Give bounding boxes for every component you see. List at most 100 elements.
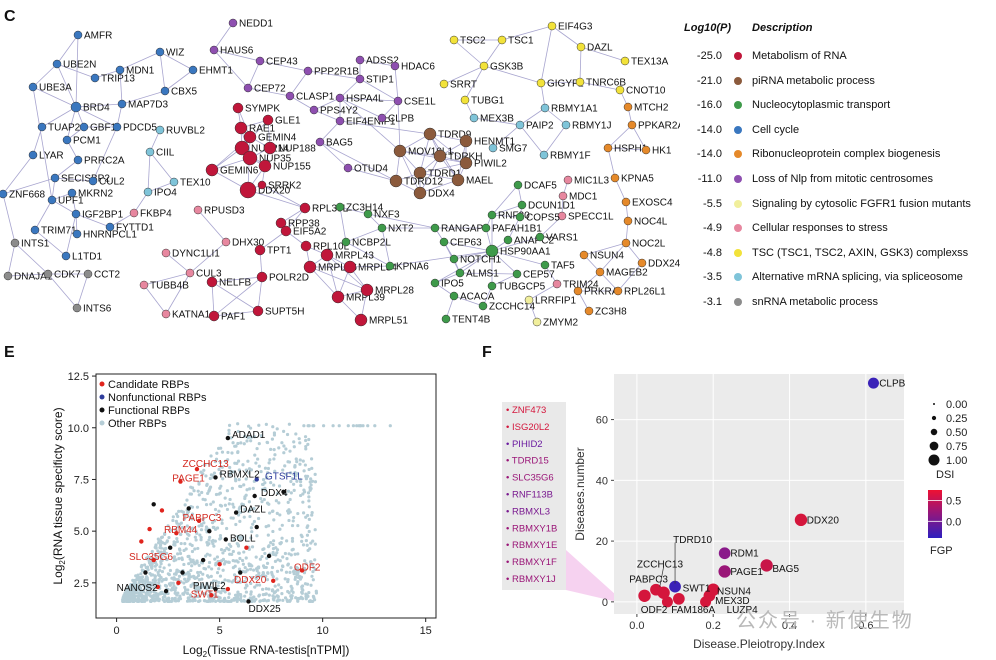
network-node: IPO4 [143, 188, 177, 199]
network-edge [381, 227, 391, 267]
panel-e-legend-dot [99, 407, 105, 413]
network-node: CLASP1 [285, 92, 335, 103]
side-list-item: • ZNF473 [506, 405, 546, 416]
network-node-dot [557, 211, 567, 221]
network-node: NXT2 [377, 224, 414, 235]
network-node-label: GEMIN4 [258, 133, 297, 144]
other-rbp-point [304, 562, 308, 566]
network-node: CNOT10 [615, 86, 666, 97]
network-edge [54, 177, 94, 182]
other-rbp-point [165, 540, 169, 544]
other-rbp-point [172, 576, 176, 580]
network-node-label: FYTTD1 [116, 223, 154, 234]
y-tick-label: 20 [596, 536, 608, 548]
other-rbp-point [295, 460, 299, 464]
panel-f-xlabel: Disease.Pleiotropy.Index [693, 637, 825, 651]
network-node-label: HSPA4L [346, 94, 384, 105]
other-rbp-point [311, 578, 315, 582]
network-node-label: PRKRA [584, 287, 619, 298]
other-rbp-point [131, 595, 136, 599]
other-rbp-point [298, 462, 302, 466]
other-rbp-point [291, 519, 295, 523]
network-edge [313, 109, 341, 122]
network-node: NUP188 [263, 141, 316, 155]
other-rbp-point [234, 444, 238, 448]
network-edge [119, 69, 123, 105]
network-node-label: HDAC6 [401, 62, 435, 73]
other-rbp-point [262, 497, 266, 502]
network-edge [453, 39, 485, 67]
other-rbp-point [294, 474, 298, 478]
other-rbp-point [249, 526, 253, 530]
other-rbp-point [311, 539, 315, 543]
other-rbp-point [373, 424, 377, 428]
other-rbp-point [131, 583, 135, 587]
network-edge [211, 281, 259, 312]
other-rbp-point [177, 509, 181, 513]
network-edge [419, 172, 459, 181]
network-node: INTS6 [72, 304, 112, 315]
other-rbp-point [198, 533, 202, 537]
other-rbp-point [219, 446, 223, 450]
network-node-dot [485, 244, 499, 258]
network-edge [339, 97, 399, 102]
other-rbp-point [219, 591, 223, 595]
other-rbp-point [301, 459, 305, 463]
other-rbp-point [285, 432, 290, 437]
other-rbp-point [289, 479, 293, 484]
other-rbp-point [257, 423, 261, 427]
network-node-label: KPNA5 [621, 174, 654, 185]
other-rbp-point [358, 424, 362, 428]
other-rbp-point [209, 585, 213, 590]
other-rbp-point [216, 595, 220, 599]
network-node: TSC2 [449, 36, 486, 47]
disease-point-label: BAG5 [772, 564, 799, 575]
network-node-dot [67, 188, 77, 198]
network-edge [625, 242, 643, 264]
other-rbp-point [237, 478, 241, 482]
other-rbp-point [169, 528, 173, 532]
network-node-label: IPO5 [441, 279, 464, 290]
network-node-dot [536, 78, 546, 88]
network-node-label: BRD4 [83, 103, 110, 114]
fgp-tick-label: 0.0 [946, 516, 961, 528]
other-rbp-point [201, 472, 205, 476]
other-rbp-point [142, 590, 146, 594]
legend-color-dot [734, 52, 742, 60]
other-rbp-point [236, 459, 241, 463]
other-rbp-point [280, 441, 284, 445]
other-rbp-point [217, 467, 221, 472]
other-rbp-point [214, 563, 218, 567]
x-tick-label: 10 [317, 625, 329, 637]
network-node: PRKRA [573, 287, 619, 298]
network-edge [617, 262, 643, 292]
other-rbp-point [266, 598, 270, 603]
other-rbp-point [245, 439, 249, 443]
network-node-dot [206, 276, 218, 288]
other-rbp-point [180, 525, 184, 530]
other-rbp-point [152, 598, 156, 602]
network-node-dot [257, 180, 267, 190]
other-rbp-point [152, 593, 156, 597]
network-edge [339, 120, 431, 135]
other-rbp-point [158, 539, 163, 543]
other-rbp-point [250, 575, 254, 580]
other-rbp-point [143, 579, 147, 584]
network-node: CEP57 [512, 270, 555, 281]
network-edge [607, 124, 633, 149]
network-node-label: NOC4L [634, 217, 668, 228]
other-rbp-point [146, 588, 151, 592]
other-rbp-point [241, 562, 245, 566]
network-node-label: NUP35 [259, 154, 292, 165]
other-rbp-point [159, 591, 164, 595]
other-rbp-point [211, 525, 215, 529]
network-node-dot [83, 269, 93, 279]
other-rbp-point [194, 582, 198, 586]
other-rbp-point [206, 599, 210, 603]
other-rbp-point [217, 567, 221, 571]
network-node: MKRN2 [67, 188, 113, 200]
network-node-label: DCAF5 [524, 181, 557, 192]
other-rbp-point [307, 495, 311, 499]
network-node-dot [320, 248, 334, 262]
other-rbp-point [134, 594, 138, 598]
